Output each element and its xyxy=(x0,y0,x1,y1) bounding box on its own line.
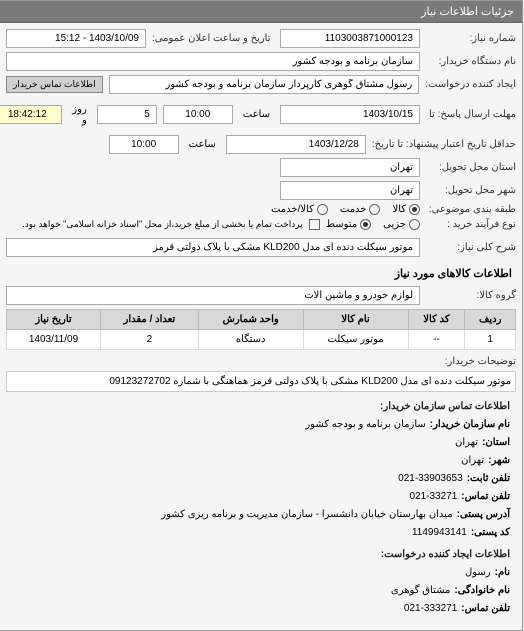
goods-group-label: گروه کالا: xyxy=(427,290,517,301)
category-radio-group: کالا خدمت کالا/خدمت xyxy=(272,204,421,215)
deadline-date-input[interactable] xyxy=(281,105,421,124)
ccity-value: تهران xyxy=(462,452,485,470)
notes-label: توضیحات خریدار: xyxy=(427,356,517,367)
req-no-input[interactable] xyxy=(281,29,421,48)
requester-input[interactable] xyxy=(110,75,421,94)
purchase-type-label: نوع فرآیند خرید : xyxy=(427,219,517,230)
table-header-row: ردیف کد کالا نام کالا واحد شمارش تعداد /… xyxy=(8,310,517,330)
td-num: 1 xyxy=(466,330,517,350)
goods-table: ردیف کد کالا نام کالا واحد شمارش تعداد /… xyxy=(7,309,517,350)
rphone-value: 021-333271 xyxy=(405,600,458,618)
category-label: طبقه بندی موضوعی: xyxy=(427,204,517,215)
radio-khadamat[interactable] xyxy=(370,204,381,215)
postal-label: کد پستی: xyxy=(472,524,511,542)
fax-value: 021-33271 xyxy=(410,488,458,506)
details-panel: جزئیات اطلاعات نیاز شماره نیاز: تاریخ و … xyxy=(0,0,524,631)
radio-jozi-item[interactable]: جزیی xyxy=(384,219,421,230)
fname-value: رسول xyxy=(466,564,492,582)
radio-motevaset-label: متوسط xyxy=(327,219,358,230)
radio-kala-item[interactable]: کالا xyxy=(393,204,421,215)
th-code: کد کالا xyxy=(409,310,466,330)
th-unit: واحد شمارش xyxy=(199,310,304,330)
radio-kala-label: کالا xyxy=(393,204,407,215)
radio-kala-khadamat-label: کالا/خدمت xyxy=(272,204,315,215)
city-label: شهر محل تحویل: xyxy=(427,185,517,196)
deadline-time-input[interactable] xyxy=(164,105,234,124)
th-row: ردیف xyxy=(466,310,517,330)
validity-date-input[interactable] xyxy=(227,135,367,154)
ccity-label: شهر: xyxy=(489,452,511,470)
remain-time-input xyxy=(0,105,63,124)
requester-label: ایجاد کننده درخواست: xyxy=(426,79,517,90)
contact-section: اطلاعات تماس سازمان خریدار: نام سازمان خ… xyxy=(7,392,517,624)
validity-time-input[interactable] xyxy=(110,135,180,154)
announce-input[interactable] xyxy=(7,29,147,48)
radio-kala-khadamat-item[interactable]: کالا/خدمت xyxy=(272,204,329,215)
address-value: میدان بهارستان خیابان دانشسرا - سازمان م… xyxy=(162,506,453,524)
rphone-label: تلفن تماس: xyxy=(462,600,511,618)
buyer-notes: موتور سیکلت دنده ای مدل KLD200 مشکی با پ… xyxy=(7,371,517,392)
radio-khadamat-item[interactable]: خدمت xyxy=(341,204,382,215)
lname-label: نام خانوادگی: xyxy=(455,582,511,600)
org-label: نام سازمان خریدار: xyxy=(431,416,511,434)
td-code: -- xyxy=(409,330,466,350)
cstate-label: استان: xyxy=(483,434,511,452)
remain-days-input xyxy=(98,105,158,124)
th-qty: تعداد / مقدار xyxy=(101,310,199,330)
purchase-note-checkbox[interactable] xyxy=(310,219,321,230)
desc-input[interactable] xyxy=(7,238,421,257)
th-date: تاریخ نیاز xyxy=(8,310,102,330)
goods-section-title: اطلاعات کالاهای مورد نیاز xyxy=(7,261,517,286)
radio-motevaset-item[interactable]: متوسط xyxy=(327,219,372,230)
radio-kala[interactable] xyxy=(410,204,421,215)
radio-jozi-label: جزیی xyxy=(384,219,407,230)
org-value: سازمان برنامه و بودجه کشور xyxy=(306,416,426,434)
lname-value: مشتاق گوهری xyxy=(392,582,451,600)
radio-jozi[interactable] xyxy=(410,219,421,230)
panel-title: جزئیات اطلاعات نیاز xyxy=(1,1,523,23)
th-name: نام کالا xyxy=(304,310,409,330)
remain-days-label: روز و xyxy=(69,104,92,126)
address-label: آدرس پستی: xyxy=(458,506,511,524)
fname-label: نام: xyxy=(496,564,511,582)
radio-motevaset[interactable] xyxy=(361,219,372,230)
desc-label: شرح کلی نیاز: xyxy=(427,242,517,253)
phone-value: 021-33903653 xyxy=(399,470,464,488)
purchase-note: پرداخت تمام یا بخشی از مبلغ خرید،از محل … xyxy=(23,219,303,230)
deadline-label: مهلت ارسال پاسخ: تا xyxy=(427,109,517,120)
postal-value: 1149943141 xyxy=(413,524,468,542)
req-no-label: شماره نیاز: xyxy=(427,33,517,44)
fax-label: تلفن تماس: xyxy=(462,488,511,506)
table-row[interactable]: 1 -- موتور سیکلت دستگاه 2 1403/11/09 xyxy=(8,330,517,350)
announce-label: تاریخ و ساعت اعلان عمومی: xyxy=(153,33,275,44)
state-input[interactable] xyxy=(281,158,421,177)
contact-title: اطلاعات تماس سازمان خریدار: xyxy=(13,398,511,416)
validity-time-label: ساعت xyxy=(186,139,221,150)
validity-label: حداقل تاریخ اعتبار پیشنهاد: تا تاریخ: xyxy=(373,139,517,150)
requester-title: اطلاعات ایجاد کننده درخواست: xyxy=(13,546,511,564)
phone-label: تلفن ثابت: xyxy=(468,470,511,488)
td-date: 1403/11/09 xyxy=(8,330,102,350)
state-label: استان محل تحویل: xyxy=(427,162,517,173)
cstate-value: تهران xyxy=(456,434,479,452)
goods-group-input[interactable] xyxy=(7,286,421,305)
td-name: موتور سیکلت xyxy=(304,330,409,350)
purchase-radio-group: جزیی متوسط xyxy=(327,219,421,230)
buyer-label: نام دستگاه خریدار: xyxy=(427,56,517,67)
city-input[interactable] xyxy=(281,181,421,200)
radio-khadamat-label: خدمت xyxy=(341,204,368,215)
radio-kala-khadamat[interactable] xyxy=(318,204,329,215)
deadline-time-label: ساعت xyxy=(240,109,275,120)
td-unit: دستگاه xyxy=(199,330,304,350)
buyer-input[interactable] xyxy=(7,52,421,71)
contact-info-button[interactable]: اطلاعات تماس خریدار xyxy=(7,76,104,93)
panel-body: شماره نیاز: تاریخ و ساعت اعلان عمومی: نا… xyxy=(1,23,523,630)
td-qty: 2 xyxy=(101,330,199,350)
